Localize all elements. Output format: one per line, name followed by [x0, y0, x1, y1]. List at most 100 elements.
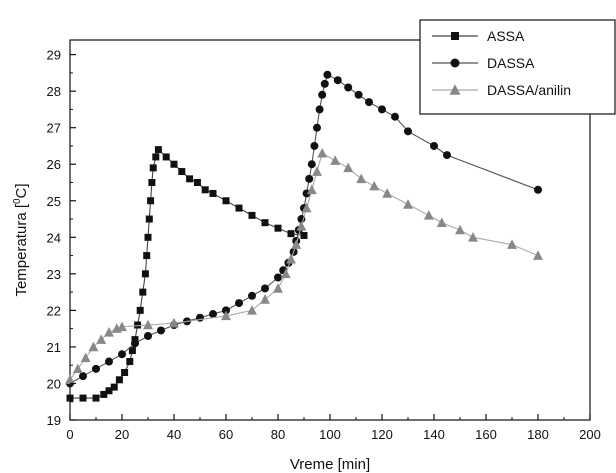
- data-point-dassa: [378, 105, 386, 114]
- data-point-assa: [128, 347, 136, 355]
- data-point-dassa: [274, 273, 282, 282]
- legend-label-dassa: DASSA: [487, 55, 535, 71]
- data-point-assa: [287, 230, 295, 238]
- data-point-dassa: [391, 112, 399, 121]
- data-point-assa: [139, 288, 147, 296]
- data-point-dassa-anilin: [507, 239, 517, 249]
- data-point-assa: [154, 146, 162, 154]
- data-point-dassa-anilin: [80, 352, 91, 363]
- data-point-dassa: [157, 326, 165, 335]
- data-point-dassa-anilin: [273, 283, 283, 293]
- x-tick-label: 0: [66, 427, 73, 442]
- data-point-dassa: [315, 105, 324, 114]
- data-point-dassa: [323, 70, 332, 79]
- x-tick-label: 60: [219, 427, 233, 442]
- data-point-dassa-anilin: [260, 294, 270, 304]
- data-point-assa: [193, 179, 201, 186]
- data-point-assa: [209, 189, 217, 197]
- data-point-assa: [79, 394, 87, 402]
- data-point-dassa-anilin: [436, 217, 447, 227]
- data-point-dassa-anilin: [403, 199, 413, 209]
- data-point-dassa: [92, 364, 100, 373]
- data-point-dassa-anilin: [296, 221, 307, 231]
- data-point-assa: [248, 211, 256, 219]
- series-assa: [66, 146, 308, 402]
- x-tick-label: 40: [167, 427, 181, 442]
- legend-label-dassa-anilin: DASSA/anilin: [487, 82, 571, 98]
- data-point-dassa-anilin: [312, 166, 322, 176]
- data-point-dassa: [313, 123, 321, 132]
- data-point-assa: [92, 394, 100, 402]
- data-point-dassa: [333, 76, 342, 85]
- data-point-dassa-anilin: [247, 305, 257, 315]
- data-point-dassa-anilin: [356, 173, 367, 184]
- data-point-dassa-anilin: [468, 232, 478, 242]
- legend-marker-dassa: [450, 58, 460, 68]
- data-point-dassa-anilin: [533, 250, 543, 260]
- legend-marker-dassa-anilin: [449, 84, 461, 95]
- data-point-assa: [110, 383, 118, 391]
- data-point-dassa-anilin: [286, 253, 296, 264]
- data-point-assa: [201, 186, 209, 194]
- data-point-assa: [66, 394, 74, 402]
- y-tick-label: 21: [47, 340, 61, 355]
- axes-layer: 0 20 40 60 80 100 120 140 160 180 200 19 20 21 22 23 24 2…: [47, 48, 601, 442]
- data-point-dassa-anilin: [221, 310, 231, 321]
- data-point-dassa: [248, 291, 256, 300]
- data-point-assa: [145, 215, 153, 223]
- data-point-assa: [141, 270, 149, 278]
- data-point-assa: [105, 387, 113, 395]
- data-point-dassa: [79, 372, 87, 381]
- data-point-dassa-anilin: [280, 268, 291, 279]
- data-point-dassa-anilin: [143, 319, 153, 330]
- series-line-dassa-anilin: [69, 152, 539, 381]
- data-point-assa: [170, 160, 178, 168]
- data-point-dassa-anilin: [117, 321, 127, 332]
- data-point-dassa-anilin: [369, 180, 380, 191]
- data-point-dassa: [534, 185, 542, 194]
- data-point-dassa: [320, 79, 329, 88]
- x-tick-label: 140: [423, 427, 445, 442]
- y-tick-label: 20: [47, 376, 61, 391]
- y-tick-label: 19: [47, 413, 61, 428]
- data-point-assa: [178, 168, 186, 176]
- data-point-dassa-anilin: [96, 334, 107, 344]
- data-point-dassa: [430, 141, 438, 150]
- data-point-dassa: [365, 98, 373, 107]
- data-point-dassa-anilin: [65, 374, 75, 385]
- data-point-dassa-anilin: [72, 363, 83, 374]
- legend-label-assa: ASSA: [487, 28, 525, 44]
- data-point-dassa: [318, 90, 327, 99]
- legend-items: ASSA DASSA DASSA/anilin: [432, 28, 571, 98]
- legend: ASSA DASSA DASSA/anilin: [419, 19, 616, 115]
- data-point-dassa: [344, 83, 353, 92]
- y-tick-label: 25: [47, 194, 61, 209]
- x-tick-label: 120: [371, 427, 393, 442]
- data-point-assa: [222, 197, 230, 205]
- data-point-dassa-anilin: [104, 327, 114, 337]
- series-dassa-anilin: [65, 147, 543, 385]
- y-tick-label: 24: [47, 230, 61, 245]
- x-tick-label: 20: [115, 427, 129, 442]
- data-point-assa: [100, 390, 108, 398]
- data-point-assa: [152, 153, 160, 161]
- data-point-dassa: [307, 160, 316, 169]
- data-point-assa: [121, 369, 129, 376]
- y-tick-label: 27: [47, 121, 61, 136]
- data-point-dassa: [118, 350, 126, 359]
- data-point-dassa-anilin: [88, 341, 99, 352]
- data-point-assa: [136, 306, 144, 314]
- y-tick-label: 29: [47, 48, 61, 63]
- x-tick-label: 200: [579, 427, 601, 442]
- data-point-assa: [148, 179, 156, 186]
- series-layer: [65, 70, 543, 402]
- y-tick-label: 22: [47, 303, 61, 318]
- x-tick-label: 180: [527, 427, 549, 442]
- data-point-dassa-anilin: [291, 239, 302, 249]
- y-tick-label: 23: [47, 267, 61, 282]
- legend-marker-assa: [451, 32, 459, 40]
- data-point-dassa: [354, 90, 363, 99]
- data-point-assa: [134, 321, 142, 329]
- data-point-dassa-anilin: [306, 184, 317, 195]
